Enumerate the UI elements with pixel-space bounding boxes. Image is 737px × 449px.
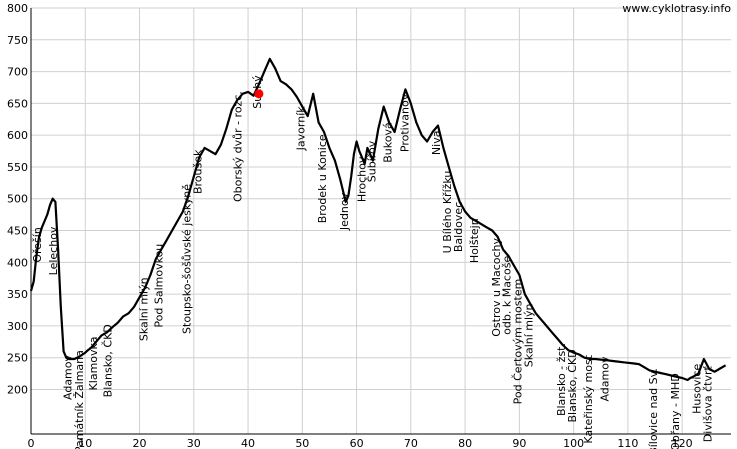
place-label: Ostrov u Macochy xyxy=(490,238,503,337)
y-axis-ticks: 200 250 300 350 400 450 500 550 600 650 700 750 800 xyxy=(7,2,28,396)
y-tick-label: 200 xyxy=(7,383,28,396)
place-label: Kateřinský most xyxy=(582,354,595,443)
place-label: Holštejn xyxy=(468,218,481,263)
y-tick-label: 350 xyxy=(7,288,28,301)
series xyxy=(29,57,727,382)
place-label: Pod Čertovým mostem xyxy=(512,279,525,405)
place-label: Oborský dvůr - rozc. xyxy=(232,91,245,202)
x-axis-ticks: 0 10 20 30 40 50 60 70 80 90 100 110 120 xyxy=(28,437,693,449)
place-label: Blansko, ČKD xyxy=(101,324,114,397)
place-label: Blansko - žst. xyxy=(555,343,568,416)
place-label: Divišova čtvrť xyxy=(701,365,714,442)
y-tick-label: 500 xyxy=(7,193,28,206)
x-tick-label: 50 xyxy=(295,437,309,449)
x-tick-label: 60 xyxy=(350,437,364,449)
place-label: Baldovec xyxy=(452,202,465,252)
y-tick-label: 300 xyxy=(7,320,28,333)
x-tick-label: 110 xyxy=(617,437,638,449)
place-label: Blansko, ČKD xyxy=(566,349,579,422)
place-label: Pod Salmovkou xyxy=(152,244,165,328)
place-label: odb. k Macoše xyxy=(501,256,514,335)
x-tick-label: 10 xyxy=(78,437,92,449)
grid xyxy=(30,7,731,435)
y-tick-label: 750 xyxy=(7,34,28,47)
watermark: www.cyklotrasy.info xyxy=(622,2,731,15)
x-tick-label: 20 xyxy=(133,437,147,449)
y-tick-label: 250 xyxy=(7,352,28,365)
y-tick-label: 650 xyxy=(7,97,28,110)
place-label: Skalní mlýn xyxy=(138,277,151,341)
y-tick-label: 550 xyxy=(7,161,28,174)
place-label: Adamov xyxy=(598,356,611,402)
y-tick-label: 400 xyxy=(7,256,28,269)
place-label: Javorník xyxy=(294,106,307,152)
place-label: Broušek xyxy=(191,149,204,194)
place-label: Památník Žalmana xyxy=(73,350,86,449)
place-label: Jednov xyxy=(338,192,351,231)
place-label: Brodek u Konice xyxy=(316,134,329,223)
place-label: Protivanov xyxy=(399,93,412,152)
place-label: Klamovka xyxy=(87,337,100,391)
x-tick-label: 100 xyxy=(563,437,584,449)
x-tick-label: 80 xyxy=(458,437,472,449)
x-tick-label: 30 xyxy=(187,437,201,449)
x-tick-label: 70 xyxy=(404,437,418,449)
y-tick-label: 800 xyxy=(7,2,28,15)
place-label: Skalní mlýn xyxy=(522,303,535,367)
x-tick-label: 90 xyxy=(512,437,526,449)
x-tick-label: 120 xyxy=(672,437,693,449)
y-tick-label: 700 xyxy=(7,66,28,79)
y-tick-label: 600 xyxy=(7,129,28,142)
place-label: Bílovice nad Sv. xyxy=(647,368,660,449)
place-label: U Bílého Křížku xyxy=(441,171,454,254)
x-tick-label: 40 xyxy=(241,437,255,449)
x-tick-label: 0 xyxy=(28,437,35,449)
y-tick-label: 450 xyxy=(7,225,28,238)
highlight-point xyxy=(254,89,264,99)
elevation-line xyxy=(29,57,727,382)
place-label: Obřany - MHD xyxy=(669,373,682,449)
place-label: Hrochov xyxy=(355,156,368,202)
place-label: Buková xyxy=(381,122,394,162)
place-label: Adamov xyxy=(62,354,75,400)
place-label: Stoupsko-šošůvské jeskyně xyxy=(181,184,194,334)
